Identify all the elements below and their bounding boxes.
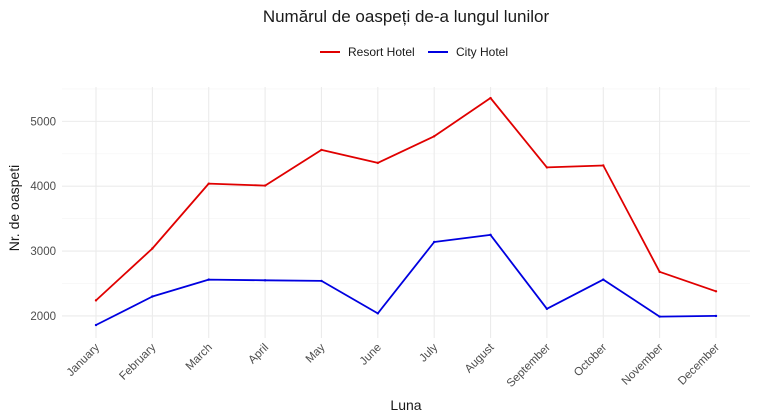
- data-point: [714, 314, 718, 318]
- data-point: [94, 299, 98, 302]
- y-tick-label: 5000: [30, 116, 56, 128]
- x-tick-label: June: [358, 342, 384, 368]
- data-point: [545, 307, 549, 311]
- data-point: [376, 312, 380, 315]
- x-tick-label: January: [65, 341, 103, 379]
- chart-title: Numărul de oaspeți de-a lungul lunilor: [263, 7, 550, 26]
- x-tick-label: April: [246, 342, 271, 367]
- legend-label: City Hotel: [456, 45, 508, 59]
- x-tick-label: December: [676, 342, 722, 388]
- series-line: [95, 233, 717, 326]
- y-tick-label: 2000: [30, 311, 56, 323]
- x-tick-label: October: [572, 342, 610, 380]
- data-point: [602, 278, 605, 281]
- legend-label: Resort Hotel: [348, 45, 415, 59]
- x-axis-title: Luna: [390, 397, 421, 413]
- series-line: [95, 97, 717, 302]
- x-tick-label: September: [505, 342, 553, 390]
- x-tick-label: July: [417, 341, 440, 364]
- data-point: [489, 96, 492, 100]
- data-point: [658, 315, 661, 318]
- data-point: [151, 247, 154, 250]
- data-point: [263, 279, 267, 282]
- x-tick-label: November: [620, 342, 666, 388]
- data-point: [207, 278, 210, 281]
- data-point: [320, 148, 323, 152]
- data-point: [658, 270, 661, 274]
- data-point: [489, 233, 492, 237]
- x-axis-ticks: January February March April May June July Augu…: [65, 341, 723, 390]
- data-point: [714, 290, 718, 293]
- data-point: [207, 182, 210, 185]
- y-tick-label: 4000: [30, 181, 56, 193]
- x-tick-label: May: [304, 341, 328, 365]
- x-tick-label: February: [117, 341, 158, 382]
- y-axis-ticks: 2000 3000 4000 5000: [30, 116, 56, 323]
- grid: [62, 87, 750, 338]
- data-point: [545, 166, 549, 169]
- chart-legend: Resort Hotel City Hotel: [320, 45, 508, 59]
- data-point: [602, 164, 605, 167]
- x-tick-label: March: [184, 342, 215, 373]
- series-lines: [94, 96, 718, 327]
- data-point: [432, 240, 436, 244]
- data-point: [94, 323, 98, 327]
- y-tick-label: 3000: [30, 246, 56, 258]
- y-axis-title: Nr. de oaspeti: [6, 165, 22, 251]
- data-point: [320, 279, 323, 283]
- data-point: [432, 135, 436, 138]
- data-point: [151, 295, 154, 298]
- data-point: [263, 184, 267, 187]
- x-tick-label: August: [463, 341, 497, 375]
- data-point: [376, 161, 380, 165]
